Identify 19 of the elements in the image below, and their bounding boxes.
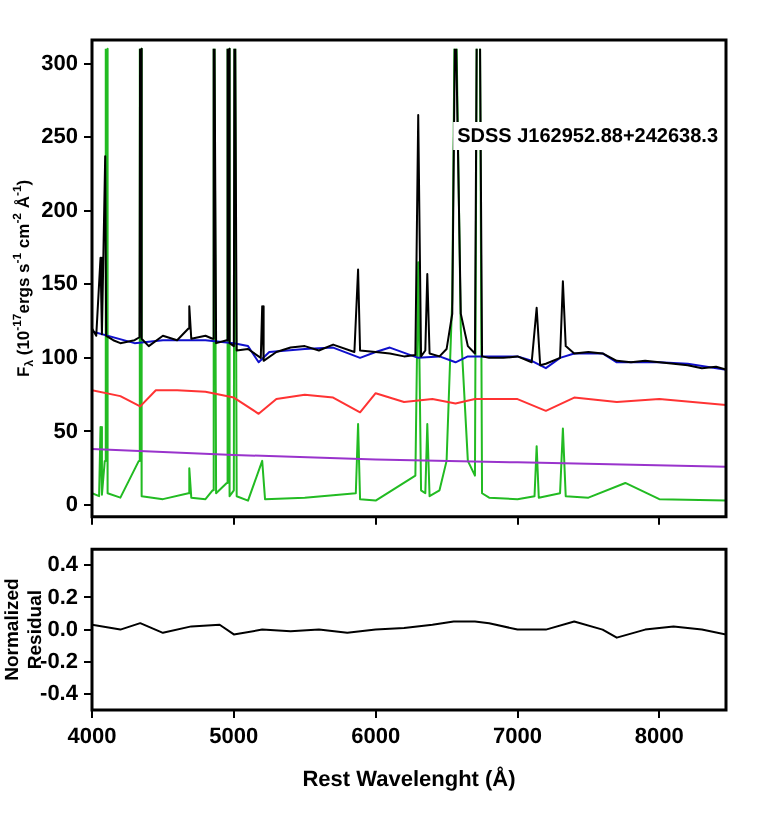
y-tick-label: 250 [41, 125, 78, 150]
x-tick-label: 6000 [351, 725, 401, 750]
x-tick-label: 5000 [209, 725, 259, 750]
y-tick-label: 50 [53, 419, 78, 444]
y-tick-label: 0.2 [47, 585, 78, 610]
y-tick-label: 300 [41, 51, 78, 76]
y-tick-label: 0.0 [47, 617, 78, 642]
y-tick-label: 100 [41, 345, 78, 370]
annotation: SDSS J162952.88+242638.3 [457, 125, 719, 148]
x-axis-title: Rest Wavelenght (Å) [302, 766, 517, 793]
y-tick-label: 150 [41, 272, 78, 297]
x-tick-label: 7000 [493, 725, 542, 750]
x-tick-label: 8000 [634, 725, 684, 750]
y-tick-label: -0.4 [40, 681, 80, 706]
y-tick-label: 200 [41, 198, 78, 223]
x-tick-label: 4000 [67, 725, 117, 750]
y-tick-label: -0.2 [40, 649, 78, 674]
y-tick-label: 0 [65, 493, 78, 518]
y-tick-label: 0.4 [47, 553, 80, 578]
